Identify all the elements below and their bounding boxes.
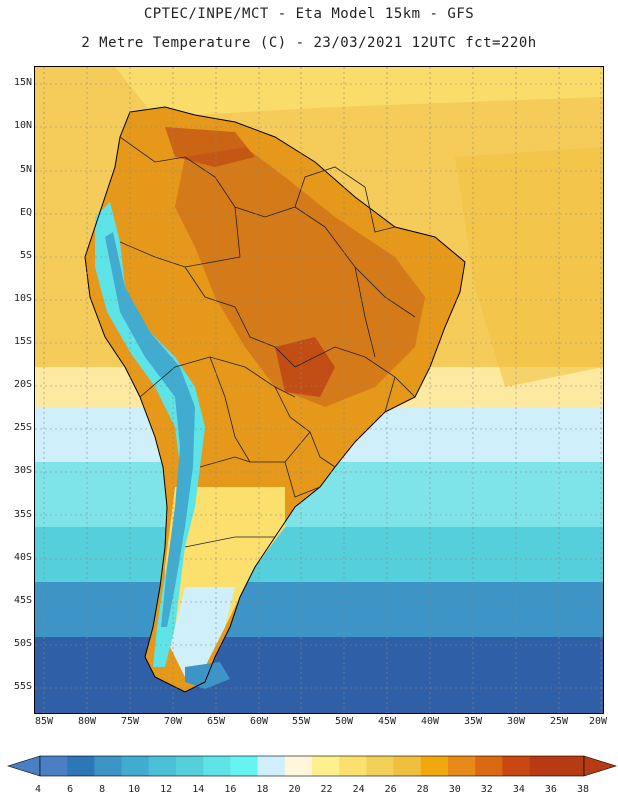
lon-label: 25W bbox=[549, 716, 569, 727]
colorbar-cell bbox=[203, 756, 231, 776]
colorbar-cell bbox=[420, 756, 449, 776]
patagonia-pale bbox=[170, 587, 235, 677]
lon-label: 70W bbox=[163, 716, 183, 727]
colorbar-tick-label: 38 bbox=[576, 784, 590, 795]
colorbar-cell bbox=[556, 756, 585, 776]
colorbar-cell bbox=[475, 756, 503, 776]
colorbar-tick-label: 20 bbox=[288, 784, 301, 795]
colorbar-tick-label: 32 bbox=[480, 784, 493, 795]
colorbar-tick-label: 34 bbox=[512, 784, 525, 795]
ocean-cold-band bbox=[35, 637, 603, 713]
coastline bbox=[84, 106, 466, 693]
lat-label: 55S bbox=[13, 681, 32, 692]
colorbar-tick-label: 28 bbox=[416, 784, 429, 795]
lat-label: 10S bbox=[13, 293, 32, 304]
colorbar-cell bbox=[94, 756, 123, 776]
ocean-blue-band bbox=[35, 582, 603, 642]
colorbar-cells bbox=[39, 755, 585, 777]
atlantic-warm-patch bbox=[455, 147, 603, 387]
lon-label: 55W bbox=[291, 716, 311, 727]
country-borders bbox=[119, 136, 416, 548]
lat-label: 50S bbox=[13, 638, 32, 649]
lat-label: 30S bbox=[13, 465, 32, 476]
lat-label: 35S bbox=[13, 509, 32, 520]
lon-label: 30W bbox=[506, 716, 526, 727]
colorbar-cell bbox=[529, 756, 558, 776]
lat-label: 45S bbox=[13, 595, 32, 606]
colorbar-tick-label: 26 bbox=[384, 784, 397, 795]
lat-label: 5S bbox=[19, 250, 32, 261]
colorbar-cell bbox=[393, 756, 422, 776]
colorbar-cell bbox=[366, 756, 395, 776]
colorbar-cell bbox=[312, 756, 340, 776]
colorbar bbox=[6, 755, 618, 777]
colorbar-cell bbox=[257, 756, 286, 776]
colorbar-cell bbox=[176, 756, 204, 776]
colorbar-tick-label: 36 bbox=[544, 784, 557, 795]
lon-label: 60W bbox=[249, 716, 269, 727]
colorbar-tick-label: 14 bbox=[192, 784, 205, 795]
lon-label: 85W bbox=[34, 716, 54, 727]
colorbar-tick-label: 10 bbox=[128, 784, 141, 795]
northern-hot-core bbox=[165, 127, 255, 167]
chart-title: CPTEC/INPE/MCT - Eta Model 15km - GFS bbox=[143, 6, 475, 22]
colorbar-tick-label: 24 bbox=[352, 784, 365, 795]
lat-label: EQ bbox=[19, 207, 32, 218]
colorbar-cell bbox=[148, 756, 177, 776]
lat-label: 20S bbox=[13, 379, 32, 390]
colorbar-tick-label: 16 bbox=[224, 784, 237, 795]
lat-label: 15N bbox=[13, 77, 32, 88]
colorbar-under-arrow bbox=[6, 755, 41, 777]
colorbar-over-arrow bbox=[583, 755, 618, 777]
colorbar-cell bbox=[230, 756, 259, 776]
colorbar-cell bbox=[67, 756, 95, 776]
lat-label: 15S bbox=[13, 336, 32, 347]
colorbar-cell bbox=[502, 756, 531, 776]
colorbar-cell bbox=[121, 756, 150, 776]
colorbar-tick-label: 22 bbox=[320, 784, 333, 795]
hot-core bbox=[275, 337, 335, 397]
ocean-cyan-band bbox=[35, 527, 603, 587]
colorbar-cell bbox=[448, 756, 476, 776]
map-frame[interactable] bbox=[34, 66, 604, 714]
colorbar-tick-label: 6 bbox=[67, 784, 74, 795]
colorbar-cell bbox=[339, 756, 367, 776]
lat-label: 10N bbox=[13, 120, 32, 131]
lat-label: 40S bbox=[13, 552, 32, 563]
lon-label: 50W bbox=[334, 716, 354, 727]
hot-interior bbox=[175, 147, 425, 407]
andes-cold-core bbox=[105, 232, 195, 627]
colorbar-tick-label: 4 bbox=[34, 784, 42, 795]
lat-label: 25S bbox=[13, 422, 32, 433]
temperature-map[interactable] bbox=[35, 67, 603, 713]
lon-label: 45W bbox=[377, 716, 397, 727]
lon-label: 20W bbox=[588, 716, 608, 727]
lon-label: 80W bbox=[77, 716, 97, 727]
colorbar-cell bbox=[284, 756, 313, 776]
chart-subtitle: 2 Metre Temperature (C) - 23/03/2021 12U… bbox=[81, 35, 537, 51]
lon-label: 35W bbox=[463, 716, 483, 727]
colorbar-tick-label: 8 bbox=[99, 784, 106, 795]
colorbar-tick-label: 12 bbox=[160, 784, 173, 795]
lon-label: 75W bbox=[120, 716, 140, 727]
lon-label: 40W bbox=[420, 716, 440, 727]
colorbar-tick-label: 18 bbox=[256, 784, 269, 795]
colorbar-tick-label: 30 bbox=[448, 784, 461, 795]
lon-label: 65W bbox=[206, 716, 226, 727]
lat-label: 5N bbox=[19, 164, 32, 175]
colorbar-cell bbox=[40, 756, 68, 776]
caribbean-pale-patch bbox=[115, 67, 603, 117]
